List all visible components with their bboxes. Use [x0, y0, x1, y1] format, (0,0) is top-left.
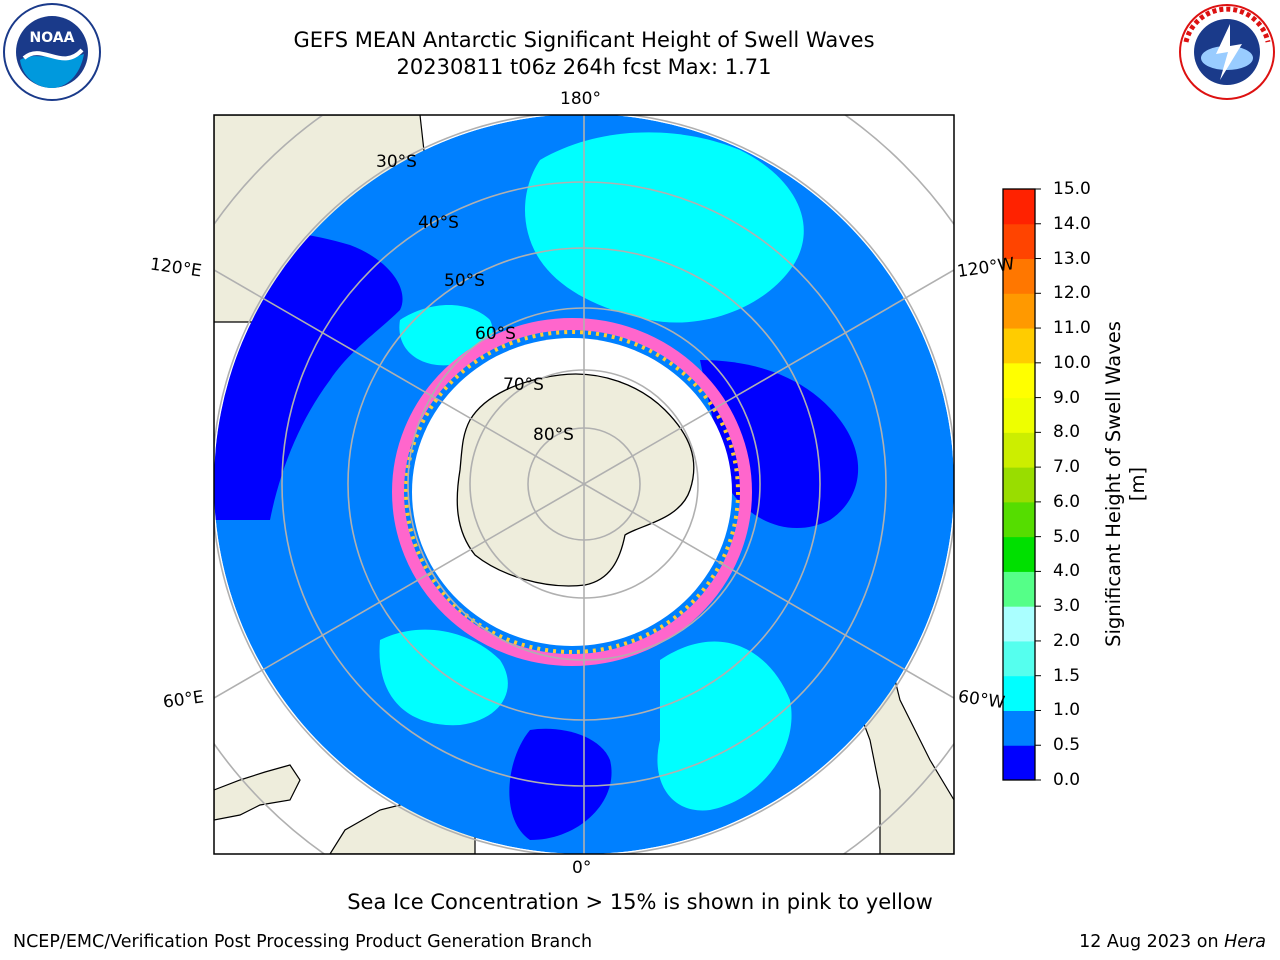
colorbar-segment	[1003, 710, 1035, 746]
colorbar-title: Significant Height of Swell Waves [m]	[1102, 321, 1149, 647]
lat-label-50s: 50°S	[444, 271, 485, 291]
colorbar-segment	[1003, 397, 1035, 433]
lat-label-70s: 70°S	[503, 375, 544, 395]
colorbar-tick-label: 0.5	[1053, 735, 1081, 756]
colorbar-tick-label: 1.0	[1053, 700, 1081, 721]
colorbar-tick-label: 5.0	[1053, 526, 1081, 547]
lon-label-180: 180°	[560, 89, 601, 109]
colorbar-tick-label: 15.0	[1053, 179, 1091, 199]
lat-label-30s: 30°S	[376, 152, 417, 172]
sea-ice-inner	[404, 330, 740, 654]
map-title: GEFS MEAN Antarctic Significant Height o…	[293, 28, 875, 52]
colorbar	[1002, 188, 1041, 781]
colorbar-segment	[1003, 536, 1035, 572]
colorbar-tick-label: 7.0	[1053, 457, 1081, 478]
colorbar-segment	[1003, 432, 1035, 468]
colorbar-tick-label: 3.0	[1053, 596, 1081, 617]
colorbar-segment	[1003, 675, 1035, 711]
graticule	[214, 115, 954, 854]
date-text: 12 Aug 2023 on	[1079, 932, 1219, 952]
colorbar-tick-label: 10.0	[1053, 352, 1091, 373]
colorbar-tick-label: 0.0	[1053, 770, 1081, 790]
date-stamp: 12 Aug 2023 on Hera	[1079, 932, 1266, 952]
colorbar-segment	[1003, 328, 1035, 364]
noaa-logo-icon: NOAA	[3, 3, 101, 101]
lon-label-0: 0°	[572, 858, 592, 878]
colorbar-segment	[1003, 745, 1035, 781]
colorbar-tick-label: 2.0	[1053, 630, 1081, 651]
colorbar-tick-label: 13.0	[1053, 248, 1091, 269]
colorbar-tick-label: 11.0	[1053, 318, 1091, 339]
colorbar-tick-label: 6.0	[1053, 491, 1081, 512]
noaa-logo-text: NOAA	[30, 30, 75, 46]
colorbar-tick-label: 8.0	[1053, 422, 1081, 443]
colorbar-segment	[1003, 293, 1035, 329]
lat-label-40s: 40°S	[418, 213, 459, 233]
colorbar-tick-label: 12.0	[1053, 283, 1091, 304]
nws-logo-icon	[1179, 4, 1275, 100]
colorbar-segment	[1003, 189, 1035, 225]
map-subtitle-run: 20230811 t06z 264h fcst Max: 1.71	[396, 55, 772, 79]
colorbar-tick-label: 4.0	[1053, 561, 1081, 582]
colorbar-tick-label: 9.0	[1053, 387, 1081, 408]
colorbar-frame	[1002, 188, 1036, 781]
colorbar-segment	[1003, 258, 1035, 294]
colorbar-segment	[1003, 571, 1035, 607]
lat-label-80s: 80°S	[533, 425, 574, 445]
colorbar-segment	[1003, 606, 1035, 642]
lat-label-60s: 60°S	[475, 324, 516, 344]
map-frame	[213, 114, 955, 855]
sea-ice-note: Sea Ice Concentration > 15% is shown in …	[347, 890, 933, 914]
host-name: Hera	[1224, 932, 1266, 952]
colorbar-segment	[1003, 223, 1035, 260]
colorbar-segment	[1003, 362, 1035, 399]
colorbar-segment	[1003, 501, 1035, 538]
colorbar-tick-label: 1.5	[1053, 665, 1081, 686]
colorbar-segment	[1003, 640, 1035, 677]
colorbar-segment	[1003, 467, 1035, 503]
colorbar-tick-label: 14.0	[1053, 213, 1091, 234]
map-area	[214, 115, 954, 854]
credit-line: NCEP/EMC/Verification Post Processing Pr…	[13, 932, 593, 952]
